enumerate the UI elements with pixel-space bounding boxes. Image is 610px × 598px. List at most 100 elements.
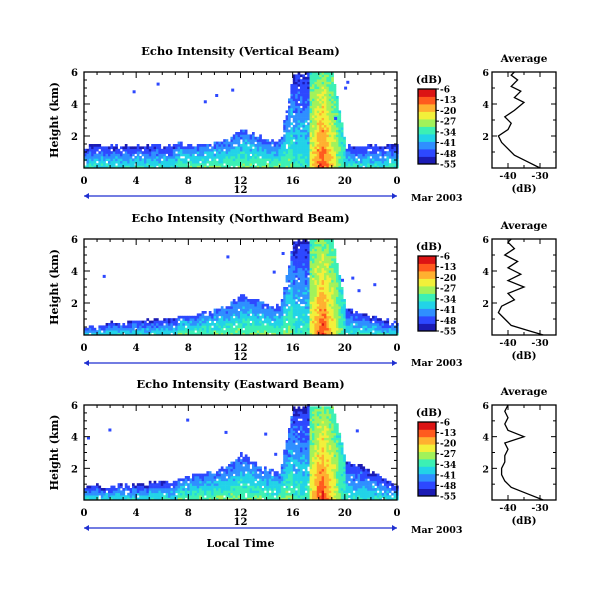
echo-cell [194, 320, 198, 324]
echo-cell [235, 153, 238, 157]
echo-cell [324, 332, 327, 336]
echo-cell [292, 258, 296, 261]
echo-cell [108, 492, 111, 496]
echo-cell [300, 134, 303, 138]
echo-cell [316, 79, 320, 82]
echo-cell [189, 148, 193, 152]
echo-cell [122, 153, 126, 157]
echo-cell [340, 132, 344, 135]
echo-cell [187, 156, 190, 159]
echo-cell [391, 144, 394, 147]
echo-cell [292, 88, 296, 92]
echo-cell [297, 277, 301, 281]
echo-cell [328, 255, 332, 259]
echo-cell [247, 139, 250, 142]
echo-cell [386, 160, 390, 164]
echo-cell [331, 313, 334, 317]
echo-cell [302, 158, 306, 162]
echo-cell [386, 146, 390, 150]
echo-cell [307, 129, 310, 133]
colorbar-tick-label: -34 [440, 295, 456, 305]
echo-cell [252, 301, 255, 305]
echo-cell [201, 325, 205, 329]
echo-cell [232, 485, 236, 489]
echo-cell [242, 320, 246, 324]
echo-cell [235, 468, 238, 472]
echo-cell [192, 318, 195, 321]
echo-cell [249, 311, 253, 314]
echo-cell [312, 320, 315, 324]
colorbar-tick-label: -41 [440, 139, 456, 149]
echo-cell [235, 476, 238, 479]
echo-cell [168, 332, 171, 336]
echo-cell [211, 330, 214, 333]
echo-cell [376, 158, 380, 162]
echo-cell [324, 301, 327, 305]
echo-cell [172, 485, 176, 489]
echo-cell [328, 72, 332, 75]
echo-cell [304, 103, 308, 106]
echo-cell [314, 255, 318, 259]
echo-cell [309, 296, 313, 300]
echo-cell [290, 96, 294, 99]
echo-cell [244, 308, 248, 312]
echo-cell [300, 160, 303, 164]
echo-cell [314, 239, 318, 242]
echo-cell [290, 325, 294, 329]
echo-cell [252, 488, 255, 491]
echo-cell [285, 327, 289, 331]
echo-cell [285, 151, 289, 154]
echo-cell [350, 327, 354, 331]
echo-cell [244, 311, 248, 314]
echo-cell [302, 330, 306, 333]
echo-cell [244, 156, 248, 159]
echo-cell [324, 120, 327, 123]
echo-cell [367, 151, 370, 154]
echo-cell [235, 134, 238, 138]
echo-cell [316, 153, 320, 157]
echo-cell [211, 148, 214, 152]
echo-cell [254, 323, 258, 326]
echo-cell [225, 311, 229, 314]
echo-cell [163, 165, 166, 169]
echo-cell [331, 301, 334, 305]
echo-cell [208, 471, 212, 474]
echo-cell [132, 158, 135, 162]
echo-cell [273, 330, 277, 333]
echo-cell [328, 136, 332, 140]
echo-cell [208, 478, 212, 482]
echo-cell [304, 139, 308, 142]
echo-cell [290, 91, 294, 94]
echo-cell [319, 163, 322, 166]
echo-cell [237, 468, 241, 472]
echo-cell [278, 492, 282, 496]
echo-cell [328, 93, 332, 97]
echo-cell [285, 124, 289, 128]
echo-cell [264, 156, 267, 159]
echo-cell [211, 160, 214, 164]
echo-cell [297, 294, 301, 297]
echo-cell [367, 160, 370, 164]
echo-cell [247, 480, 250, 484]
echo-cell [153, 158, 157, 162]
echo-cell [326, 151, 330, 154]
echo-cell [345, 320, 349, 324]
echo-cell [153, 160, 157, 164]
echo-cell [343, 303, 346, 307]
echo-cell [240, 134, 243, 138]
echo-cell [103, 327, 106, 331]
echo-cell [261, 315, 265, 319]
echo-cell [304, 96, 308, 99]
echo-cell [338, 141, 342, 145]
echo-cell [160, 148, 164, 152]
echo-cell [285, 447, 289, 450]
echo-cell [247, 134, 250, 138]
echo-cell [393, 144, 397, 147]
echo-cell [244, 158, 248, 162]
echo-cell [180, 141, 183, 145]
echo-cell [288, 115, 291, 118]
echo-cell [213, 153, 217, 157]
echo-cell [220, 151, 224, 154]
echo-cell [225, 468, 229, 472]
echo-cell [391, 148, 394, 152]
